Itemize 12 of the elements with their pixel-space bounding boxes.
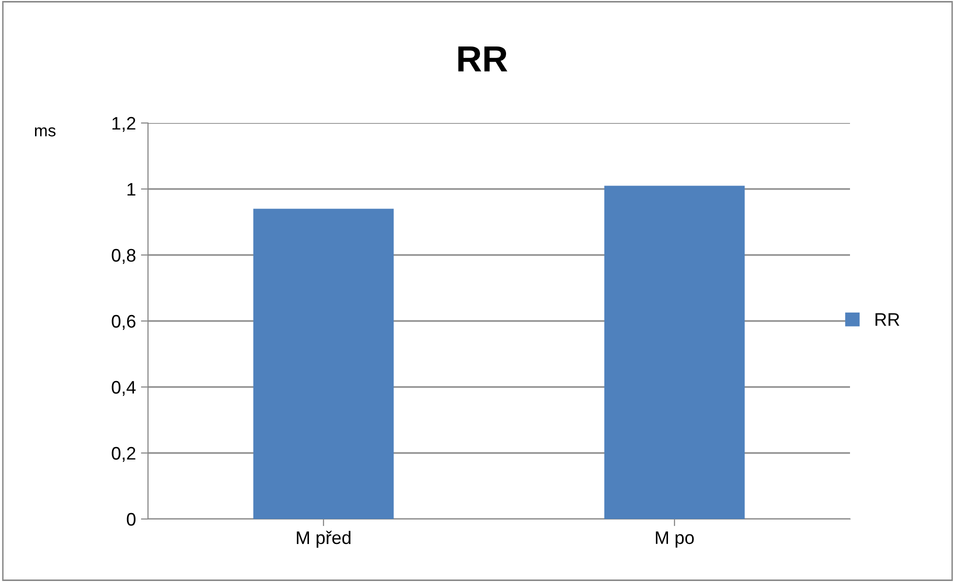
y-tick-label: 0,2 xyxy=(112,446,136,462)
chart-title: RR xyxy=(458,46,508,72)
y-tick-label: 1,2 xyxy=(112,116,136,132)
y-tick-label: 0,4 xyxy=(112,380,136,396)
legend-label: RR xyxy=(876,313,900,326)
y-tick-label: 0,8 xyxy=(112,248,136,264)
x-tick-label: M po xyxy=(656,531,694,548)
x-tick-label: M před xyxy=(296,530,350,548)
y-axis-title: ms xyxy=(35,127,56,136)
y-tick-label: 0,6 xyxy=(112,314,136,330)
y-tick-label: 1 xyxy=(128,183,136,196)
y-tick-label: 0 xyxy=(126,512,136,526)
